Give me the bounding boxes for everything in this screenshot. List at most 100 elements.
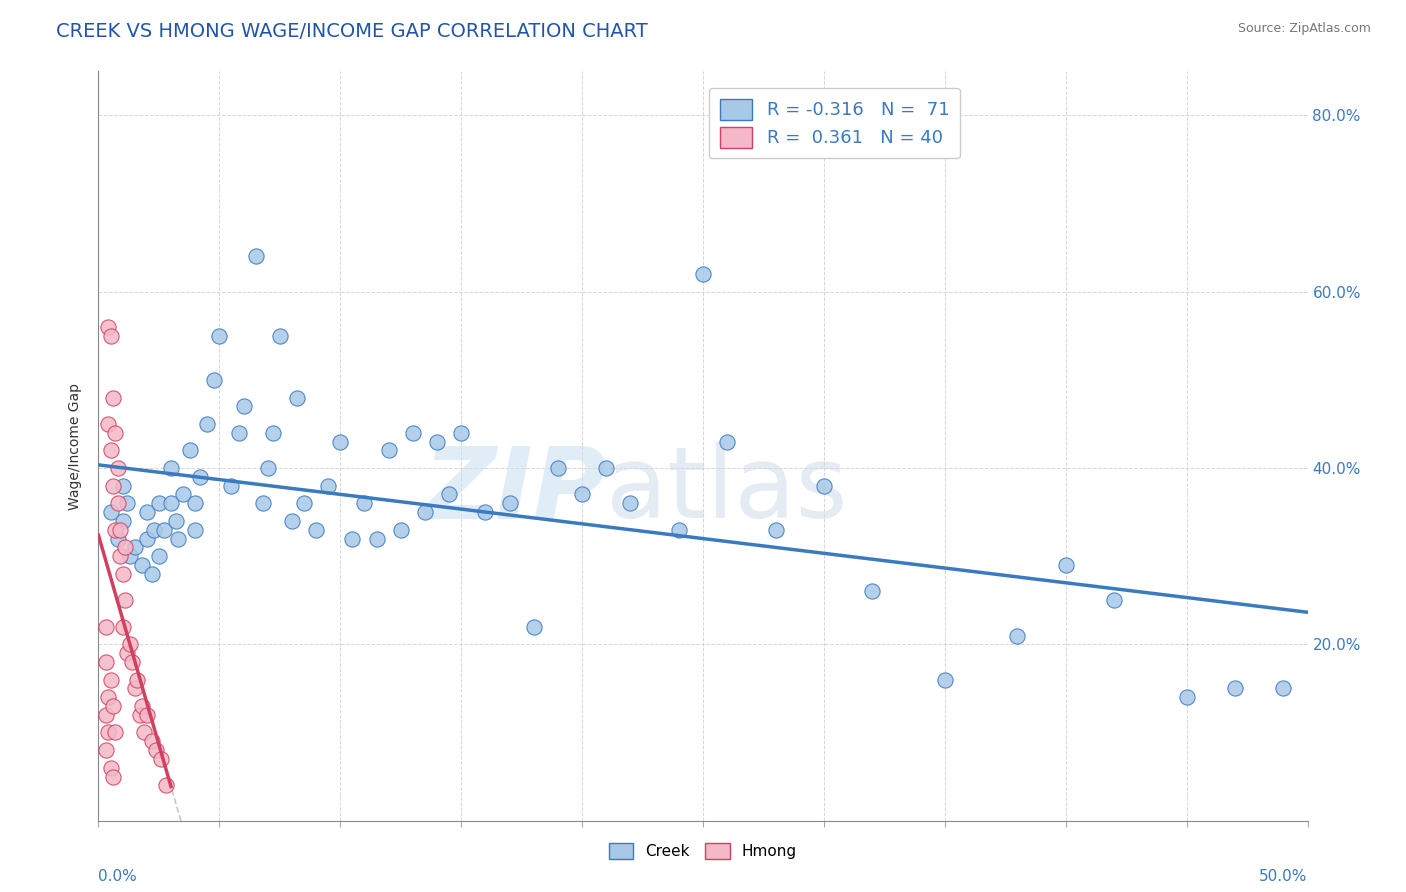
Point — [184, 523, 207, 537]
Point — [111, 514, 134, 528]
Point — [155, 778, 177, 792]
Point — [450, 425, 472, 440]
Point — [179, 443, 201, 458]
Point — [128, 707, 150, 722]
Point — [172, 487, 194, 501]
Point — [114, 541, 136, 555]
Point — [100, 505, 122, 519]
Point — [131, 558, 153, 572]
Point — [104, 523, 127, 537]
Point — [100, 673, 122, 687]
Point — [134, 725, 156, 739]
Point — [252, 496, 274, 510]
Point — [117, 496, 139, 510]
Point — [256, 461, 278, 475]
Point — [437, 487, 460, 501]
Point — [342, 532, 364, 546]
Point — [413, 505, 436, 519]
Point — [124, 681, 146, 696]
Point — [402, 425, 425, 440]
Point — [148, 496, 170, 510]
Point — [124, 541, 146, 555]
Point — [141, 734, 163, 748]
Point — [97, 690, 120, 705]
Point — [152, 523, 174, 537]
Point — [101, 770, 124, 784]
Point — [94, 707, 117, 722]
Point — [94, 620, 117, 634]
Point — [221, 478, 243, 492]
Point — [1102, 593, 1125, 607]
Point — [316, 478, 339, 492]
Point — [1272, 681, 1295, 696]
Legend: Creek, Hmong: Creek, Hmong — [603, 838, 803, 865]
Point — [160, 461, 183, 475]
Point — [104, 425, 127, 440]
Text: atlas: atlas — [606, 442, 848, 540]
Point — [329, 434, 352, 449]
Point — [100, 328, 122, 343]
Point — [111, 566, 134, 581]
Point — [813, 478, 835, 492]
Point — [765, 523, 787, 537]
Point — [389, 523, 412, 537]
Point — [111, 620, 134, 634]
Point — [619, 496, 641, 510]
Point — [571, 487, 593, 501]
Point — [692, 267, 714, 281]
Point — [145, 743, 167, 757]
Text: Source: ZipAtlas.com: Source: ZipAtlas.com — [1237, 22, 1371, 36]
Text: CREEK VS HMONG WAGE/INCOME GAP CORRELATION CHART: CREEK VS HMONG WAGE/INCOME GAP CORRELATI… — [56, 22, 648, 41]
Point — [97, 320, 120, 334]
Point — [165, 514, 187, 528]
Text: ZIP: ZIP — [423, 442, 606, 540]
Point — [118, 637, 141, 651]
Point — [474, 505, 496, 519]
Point — [188, 470, 211, 484]
Point — [101, 478, 124, 492]
Point — [716, 434, 738, 449]
Point — [934, 673, 956, 687]
Text: 50.0%: 50.0% — [1260, 869, 1308, 884]
Point — [107, 496, 129, 510]
Point — [118, 549, 141, 564]
Point — [97, 725, 120, 739]
Point — [160, 496, 183, 510]
Point — [547, 461, 569, 475]
Point — [262, 425, 284, 440]
Point — [668, 523, 690, 537]
Point — [101, 391, 124, 405]
Point — [1175, 690, 1198, 705]
Point — [860, 584, 883, 599]
Point — [204, 373, 226, 387]
Point — [108, 549, 131, 564]
Point — [131, 699, 153, 714]
Point — [121, 655, 143, 669]
Point — [353, 496, 375, 510]
Point — [595, 461, 617, 475]
Point — [94, 743, 117, 757]
Point — [523, 620, 546, 634]
Point — [135, 505, 157, 519]
Point — [1054, 558, 1077, 572]
Point — [127, 673, 149, 687]
Point — [97, 417, 120, 431]
Point — [100, 443, 122, 458]
Point — [269, 328, 291, 343]
Point — [377, 443, 399, 458]
Point — [305, 523, 328, 537]
Point — [150, 752, 173, 766]
Point — [135, 707, 157, 722]
Point — [94, 655, 117, 669]
Point — [101, 699, 124, 714]
Point — [232, 400, 254, 414]
Point — [245, 250, 267, 264]
Point — [167, 532, 190, 546]
Point — [108, 523, 131, 537]
Text: 0.0%: 0.0% — [98, 869, 138, 884]
Point — [1007, 628, 1029, 642]
Point — [141, 566, 163, 581]
Point — [498, 496, 520, 510]
Point — [107, 461, 129, 475]
Point — [1223, 681, 1246, 696]
